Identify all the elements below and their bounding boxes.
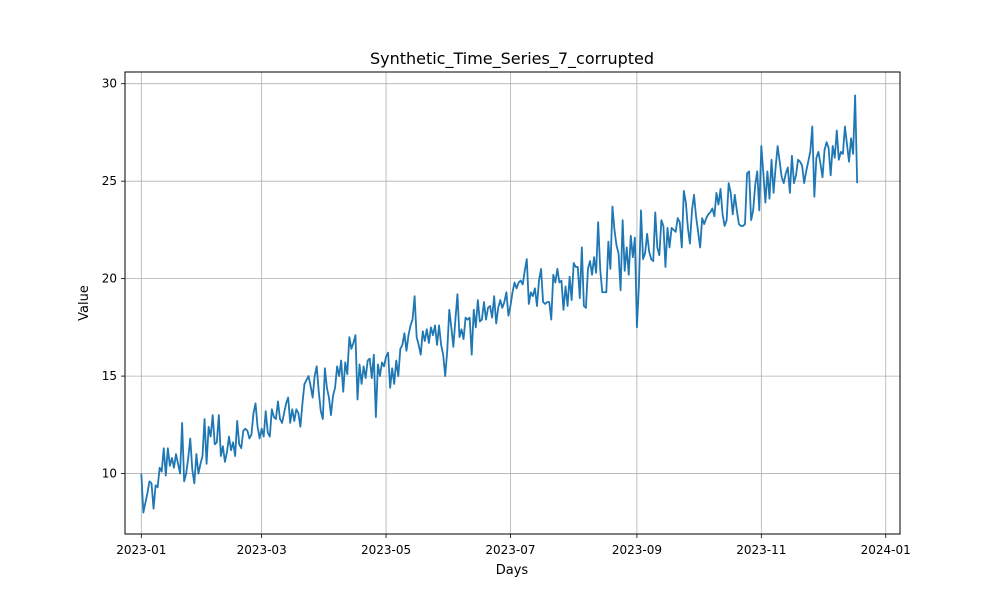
chart-title: Synthetic_Time_Series_7_corrupted — [370, 49, 654, 69]
y-tick-label: 25 — [102, 174, 117, 188]
plot-frame — [124, 71, 901, 535]
x-tick-label: 2023-09 — [612, 543, 662, 557]
x-tick-label: 2024-01 — [861, 543, 911, 557]
y-tick-label: 30 — [102, 77, 117, 91]
x-tick-label: 2023-01 — [116, 543, 166, 557]
x-tick-label: 2023-07 — [485, 543, 535, 557]
y-axis-label: Value — [77, 285, 92, 321]
x-axis-label: Days — [496, 563, 529, 578]
axis-ticks: 2023-01 2023-03 2023-05 2023-07 2023-09 2023-… — [102, 77, 911, 557]
y-tick-label: 20 — [102, 272, 117, 286]
x-tick-label: 2023-03 — [237, 543, 287, 557]
y-tick-label: 10 — [102, 467, 117, 481]
series-line — [140, 94, 859, 514]
x-tick-label: 2023-11 — [736, 543, 786, 557]
y-tick-label: 15 — [102, 369, 117, 383]
series-layer — [140, 94, 859, 514]
x-tick-label: 2023-05 — [361, 543, 411, 557]
